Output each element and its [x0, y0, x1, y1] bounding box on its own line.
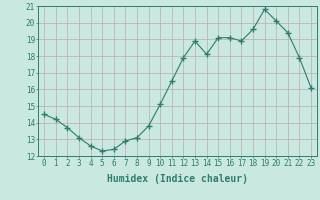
X-axis label: Humidex (Indice chaleur): Humidex (Indice chaleur) — [107, 174, 248, 184]
